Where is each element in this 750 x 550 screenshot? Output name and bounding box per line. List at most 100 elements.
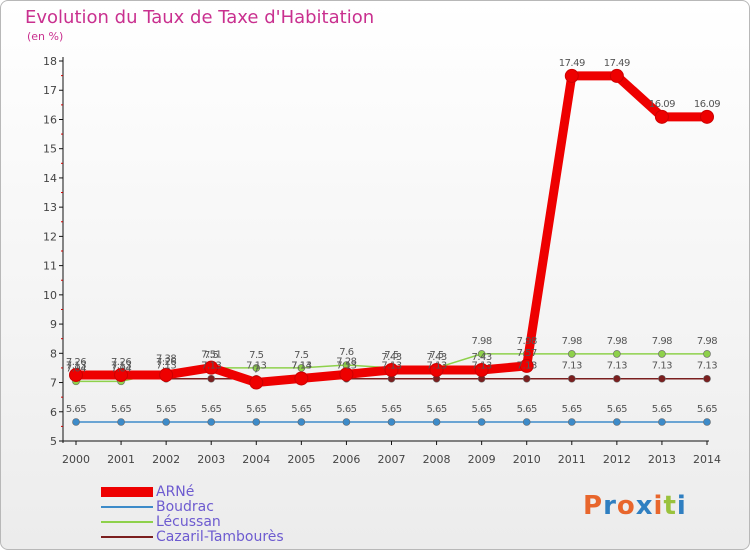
data-point bbox=[114, 367, 129, 382]
data-point bbox=[613, 418, 621, 426]
legend-swatch bbox=[101, 487, 153, 497]
legend-label: Boudrac bbox=[156, 499, 214, 515]
legend-swatch bbox=[101, 536, 153, 538]
y-tick-label: 18 bbox=[43, 55, 57, 68]
data-label: 7.13 bbox=[472, 361, 492, 372]
data-label: 7.13 bbox=[697, 361, 717, 372]
data-label: 7.38 bbox=[156, 353, 176, 364]
legend-swatch bbox=[101, 521, 153, 523]
x-tick-label: 2004 bbox=[242, 453, 270, 466]
data-point bbox=[159, 367, 174, 382]
x-tick-label: 2001 bbox=[107, 453, 135, 466]
y-tick-label: 17 bbox=[43, 84, 57, 97]
logo-letter: P bbox=[583, 491, 604, 521]
data-point bbox=[613, 374, 621, 383]
data-label: 7.26 bbox=[111, 357, 131, 368]
data-label: 16.09 bbox=[649, 99, 675, 110]
data-label: 7.13 bbox=[336, 361, 356, 372]
data-point bbox=[72, 418, 80, 426]
logo-letter: t bbox=[663, 491, 677, 521]
data-label: 7.13 bbox=[607, 361, 627, 372]
data-point bbox=[703, 374, 711, 383]
data-point bbox=[384, 362, 399, 377]
data-label: 5.65 bbox=[291, 404, 311, 415]
data-label: 5.65 bbox=[381, 404, 401, 415]
x-tick-label: 2000 bbox=[62, 453, 90, 466]
data-label: 7 bbox=[253, 365, 259, 376]
data-point bbox=[658, 418, 666, 426]
legend-label: ARNé bbox=[156, 484, 195, 500]
chart-unit: (en %) bbox=[27, 30, 64, 43]
data-label: 7.13 bbox=[517, 361, 537, 372]
data-point bbox=[519, 358, 534, 373]
x-tick-label: 2003 bbox=[197, 453, 225, 466]
data-label: 5.65 bbox=[607, 404, 627, 415]
data-point bbox=[252, 418, 261, 426]
y-tick-label: 6 bbox=[50, 406, 57, 419]
y-tick-label: 12 bbox=[43, 230, 57, 243]
y-tick-label: 10 bbox=[43, 289, 57, 302]
y-tick-label: 7 bbox=[50, 377, 57, 390]
data-label: 5.65 bbox=[517, 404, 537, 415]
data-point bbox=[703, 418, 711, 426]
data-point bbox=[700, 109, 714, 124]
data-label: 7.98 bbox=[652, 336, 672, 347]
data-point bbox=[69, 367, 83, 382]
data-point bbox=[703, 350, 711, 358]
x-tick-label: 2010 bbox=[513, 453, 541, 466]
data-label: 7.5 bbox=[249, 350, 264, 361]
data-labels: 7.26 7.26 7.267.517 7.14 7.28 7.43 7.43 7.43 7.5… bbox=[66, 58, 721, 415]
axes: 5 6 7 8 9 10 11 12 13 14 15 16 17 18 2000 2001 2002 2003 2… bbox=[43, 55, 721, 466]
data-label: 7.98 bbox=[562, 336, 582, 347]
data-point bbox=[294, 371, 309, 386]
data-label: 7.5 bbox=[204, 350, 219, 361]
data-point bbox=[658, 374, 666, 383]
data-label: 16.09 bbox=[694, 99, 720, 110]
data-label: 7.04 bbox=[66, 363, 86, 374]
data-point bbox=[387, 418, 396, 426]
data-label: 7.57 bbox=[517, 348, 537, 359]
data-point bbox=[567, 350, 576, 358]
data-label: 7.98 bbox=[472, 336, 492, 347]
y-tick-label: 14 bbox=[43, 172, 57, 185]
data-point bbox=[654, 109, 669, 124]
x-tick-label: 2005 bbox=[287, 453, 315, 466]
data-label: 7.51 bbox=[201, 350, 221, 361]
data-label: 5.65 bbox=[336, 404, 356, 415]
data-point bbox=[609, 68, 624, 83]
data-point bbox=[613, 350, 621, 358]
data-label: 5.65 bbox=[697, 404, 717, 415]
logo-letter: i bbox=[653, 491, 664, 521]
data-point bbox=[342, 418, 351, 426]
data-label: 7.14 bbox=[291, 360, 311, 371]
data-label: 7.43 bbox=[381, 352, 401, 363]
data-label: 17.49 bbox=[559, 58, 585, 69]
x-tick-label: 2012 bbox=[603, 453, 631, 466]
data-point bbox=[432, 418, 441, 426]
data-point bbox=[297, 364, 306, 372]
legend-label: Lécussan bbox=[156, 514, 221, 530]
proxiti-logo: Proxiti bbox=[583, 491, 687, 521]
data-point bbox=[567, 418, 576, 426]
x-tick-label: 2006 bbox=[332, 453, 360, 466]
y-tick-label: 13 bbox=[43, 201, 57, 214]
data-label: 7.5 bbox=[384, 350, 399, 361]
data-label: 7.5 bbox=[294, 350, 309, 361]
data-label: 7.04 bbox=[111, 363, 131, 374]
data-label: 7.26 bbox=[66, 357, 86, 368]
logo-letter: r bbox=[603, 491, 617, 521]
y-tick-label: 9 bbox=[50, 318, 57, 331]
data-label: 7.43 bbox=[426, 352, 446, 363]
series-layer bbox=[69, 68, 714, 426]
data-point bbox=[162, 418, 170, 426]
data-point bbox=[567, 374, 576, 383]
data-label: 5.65 bbox=[562, 404, 582, 415]
data-point bbox=[522, 418, 531, 426]
data-label: 7.13 bbox=[562, 361, 582, 372]
data-label: 7.5 bbox=[429, 350, 444, 361]
data-label: 5.65 bbox=[201, 404, 221, 415]
data-label: 5.65 bbox=[111, 404, 131, 415]
logo-letter: x bbox=[635, 491, 654, 521]
